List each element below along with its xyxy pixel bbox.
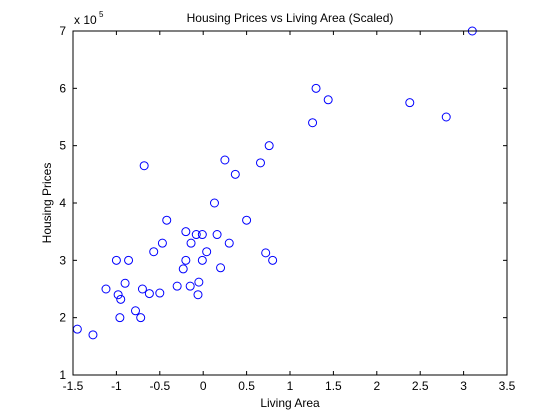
y-tick-label: 3 bbox=[59, 253, 66, 267]
data-point bbox=[101, 284, 111, 294]
data-point bbox=[139, 161, 149, 171]
data-point bbox=[191, 230, 201, 240]
x-tick-label: 3 bbox=[460, 379, 467, 393]
points-layer bbox=[72, 26, 477, 340]
data-point bbox=[193, 290, 203, 300]
y-axis-multiplier-exponent: 5 bbox=[99, 10, 104, 19]
data-point bbox=[181, 227, 191, 237]
x-tick-label: 0.5 bbox=[238, 379, 255, 393]
x-tick-label: -1 bbox=[111, 379, 122, 393]
data-point bbox=[116, 294, 126, 304]
data-point bbox=[88, 330, 98, 340]
data-point bbox=[242, 215, 252, 225]
y-tick-label: 2 bbox=[59, 311, 66, 325]
data-point bbox=[120, 278, 130, 288]
y-tick-label: 5 bbox=[59, 139, 66, 153]
x-tick-label: 2.5 bbox=[412, 379, 429, 393]
data-point bbox=[130, 306, 140, 316]
data-point bbox=[220, 155, 230, 165]
data-point bbox=[155, 288, 165, 298]
x-axis-label: Living Area bbox=[260, 396, 320, 410]
data-point bbox=[124, 255, 134, 265]
data-point bbox=[209, 198, 219, 208]
data-point bbox=[216, 263, 226, 273]
data-point bbox=[172, 281, 182, 291]
x-tick-label: 1.5 bbox=[325, 379, 342, 393]
x-tick-label: 1 bbox=[287, 379, 294, 393]
y-axis-label: Housing Prices bbox=[40, 163, 54, 244]
x-tick-label: -1.5 bbox=[63, 379, 84, 393]
data-point bbox=[194, 277, 204, 287]
y-axis-multiplier: x 10 bbox=[74, 13, 97, 27]
plot-frame bbox=[72, 30, 508, 376]
y-tick-label: 6 bbox=[59, 81, 66, 95]
data-point bbox=[115, 313, 125, 323]
x-tick-label: 2 bbox=[373, 379, 380, 393]
data-point bbox=[268, 255, 278, 265]
y-tick-label: 7 bbox=[59, 24, 66, 38]
ticks-layer: -1.5 -1 -0.5 0 0.5 1 1.5 2 2.5 3 3.5 1 2 3 4 5 6 7 bbox=[59, 24, 515, 393]
data-point bbox=[230, 169, 240, 179]
data-point bbox=[323, 95, 333, 105]
plot-area bbox=[73, 31, 507, 375]
data-point bbox=[162, 215, 172, 225]
data-point bbox=[111, 255, 121, 265]
data-point bbox=[264, 141, 274, 151]
data-point bbox=[202, 247, 212, 257]
data-point bbox=[186, 238, 196, 248]
data-point bbox=[136, 313, 146, 323]
x-tick-label: 3.5 bbox=[499, 379, 516, 393]
data-point bbox=[441, 112, 451, 122]
data-point bbox=[185, 281, 195, 291]
data-point bbox=[405, 98, 415, 108]
data-point bbox=[261, 248, 271, 258]
data-point bbox=[224, 238, 234, 248]
data-point bbox=[308, 118, 318, 128]
x-tick-label: -0.5 bbox=[149, 379, 170, 393]
data-point bbox=[144, 289, 154, 299]
data-point bbox=[149, 247, 159, 257]
data-point bbox=[181, 255, 191, 265]
data-point bbox=[212, 230, 222, 240]
data-point bbox=[197, 230, 207, 240]
data-point bbox=[157, 238, 167, 248]
data-point bbox=[113, 290, 123, 300]
data-point bbox=[311, 83, 321, 93]
x-tick-label: 0 bbox=[200, 379, 207, 393]
chart-title: Housing Prices vs Living Area (Scaled) bbox=[187, 11, 394, 25]
data-point bbox=[137, 284, 147, 294]
y-tick-label: 4 bbox=[59, 196, 66, 210]
data-point bbox=[255, 158, 265, 168]
data-point bbox=[197, 255, 207, 265]
y-tick-label: 1 bbox=[59, 368, 66, 382]
data-point bbox=[178, 264, 188, 274]
